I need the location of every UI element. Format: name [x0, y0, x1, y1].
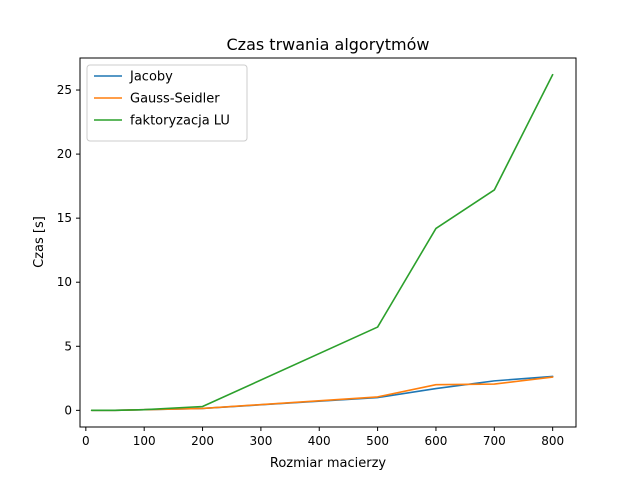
x-tick-label: 100	[133, 434, 156, 448]
x-tick-label: 800	[541, 434, 564, 448]
legend: Jacoby Gauss-Seidler faktoryzacja LU	[86, 64, 248, 142]
y-tick-label: 5	[64, 339, 72, 353]
plot-frame	[79, 57, 577, 428]
x-tick-label: 0	[82, 434, 90, 448]
legend-box	[86, 64, 248, 142]
y-tick-label: 20	[57, 147, 72, 161]
x-tick-label: 600	[424, 434, 447, 448]
legend-label: Gauss-Seidler	[130, 92, 220, 107]
y-tick-label: 0	[64, 403, 72, 417]
series-line-1	[90, 375, 554, 412]
y-tick-label: 25	[57, 83, 72, 97]
legend-label: Jacoby	[129, 70, 173, 85]
x-axis: 0 100 200 300 400 500 600 700 800	[82, 427, 564, 448]
x-tick-label: 500	[366, 434, 389, 448]
x-axis-label: Rozmiar macierzy	[270, 456, 387, 471]
y-tick-label: 15	[57, 211, 72, 225]
x-tick-label: 200	[191, 434, 214, 448]
y-axis: 0 5 10 15 20 25	[57, 83, 80, 417]
chart-title: Czas trwania algorytmów	[227, 35, 430, 54]
y-axis-label: Czas [s]	[32, 216, 47, 268]
x-tick-label: 700	[483, 434, 506, 448]
y-tick-label: 10	[57, 275, 72, 289]
series-line-3	[90, 73, 554, 412]
x-tick-label: 300	[249, 434, 272, 448]
x-tick-label: 400	[308, 434, 331, 448]
series-lines	[90, 73, 554, 412]
legend-label: faktoryzacja LU	[130, 114, 230, 129]
